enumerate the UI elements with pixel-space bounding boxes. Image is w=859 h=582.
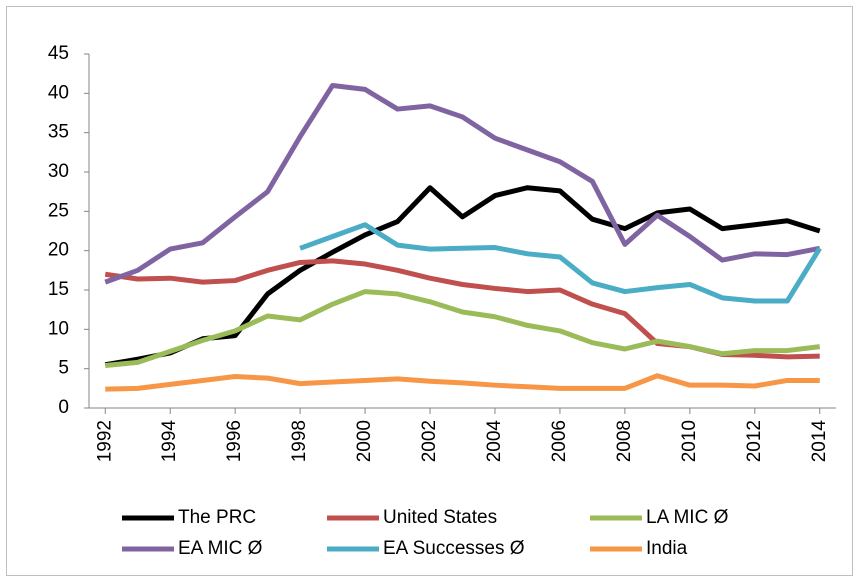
y-tick-label: 20: [48, 240, 69, 261]
x-tick-label: 2004: [484, 420, 505, 463]
x-tick-label: 1994: [159, 420, 180, 463]
x-tick-label: 1996: [224, 420, 245, 462]
x-tick-label: 2002: [419, 420, 440, 462]
x-tick-label: 1998: [289, 420, 310, 462]
y-tick-label: 0: [58, 397, 69, 418]
chart-frame: [6, 6, 853, 576]
y-tick-label: 35: [48, 122, 69, 143]
series-line: [299, 222, 822, 304]
legend-label: United States: [383, 507, 497, 528]
y-tick-label: 5: [58, 358, 69, 379]
series-line: [104, 185, 821, 368]
legend-label: India: [646, 538, 688, 559]
y-tick-label: 45: [48, 43, 69, 64]
legend-label: EA MIC Ø: [178, 538, 263, 559]
y-tick-label: 30: [48, 161, 69, 182]
series-line: [104, 289, 821, 369]
legend-label: EA Successes Ø: [383, 538, 525, 559]
series-line: [105, 373, 820, 392]
y-tick-label: 15: [48, 279, 69, 300]
series-line: [104, 82, 821, 285]
x-tick-label: 2006: [549, 420, 570, 462]
legend-label: The PRC: [178, 507, 256, 528]
x-tick-label: 1992: [94, 420, 115, 462]
y-tick-label: 10: [48, 318, 69, 339]
x-tick-label: 2010: [679, 420, 700, 462]
y-tick-label: 40: [48, 82, 69, 103]
x-tick-label: 2000: [354, 420, 375, 462]
x-tick-label: 2008: [614, 420, 635, 462]
x-tick-label: 2014: [809, 420, 830, 463]
x-tick-label: 2012: [744, 420, 765, 462]
y-tick-label: 25: [48, 200, 69, 221]
legend-label: LA MIC Ø: [646, 507, 729, 528]
